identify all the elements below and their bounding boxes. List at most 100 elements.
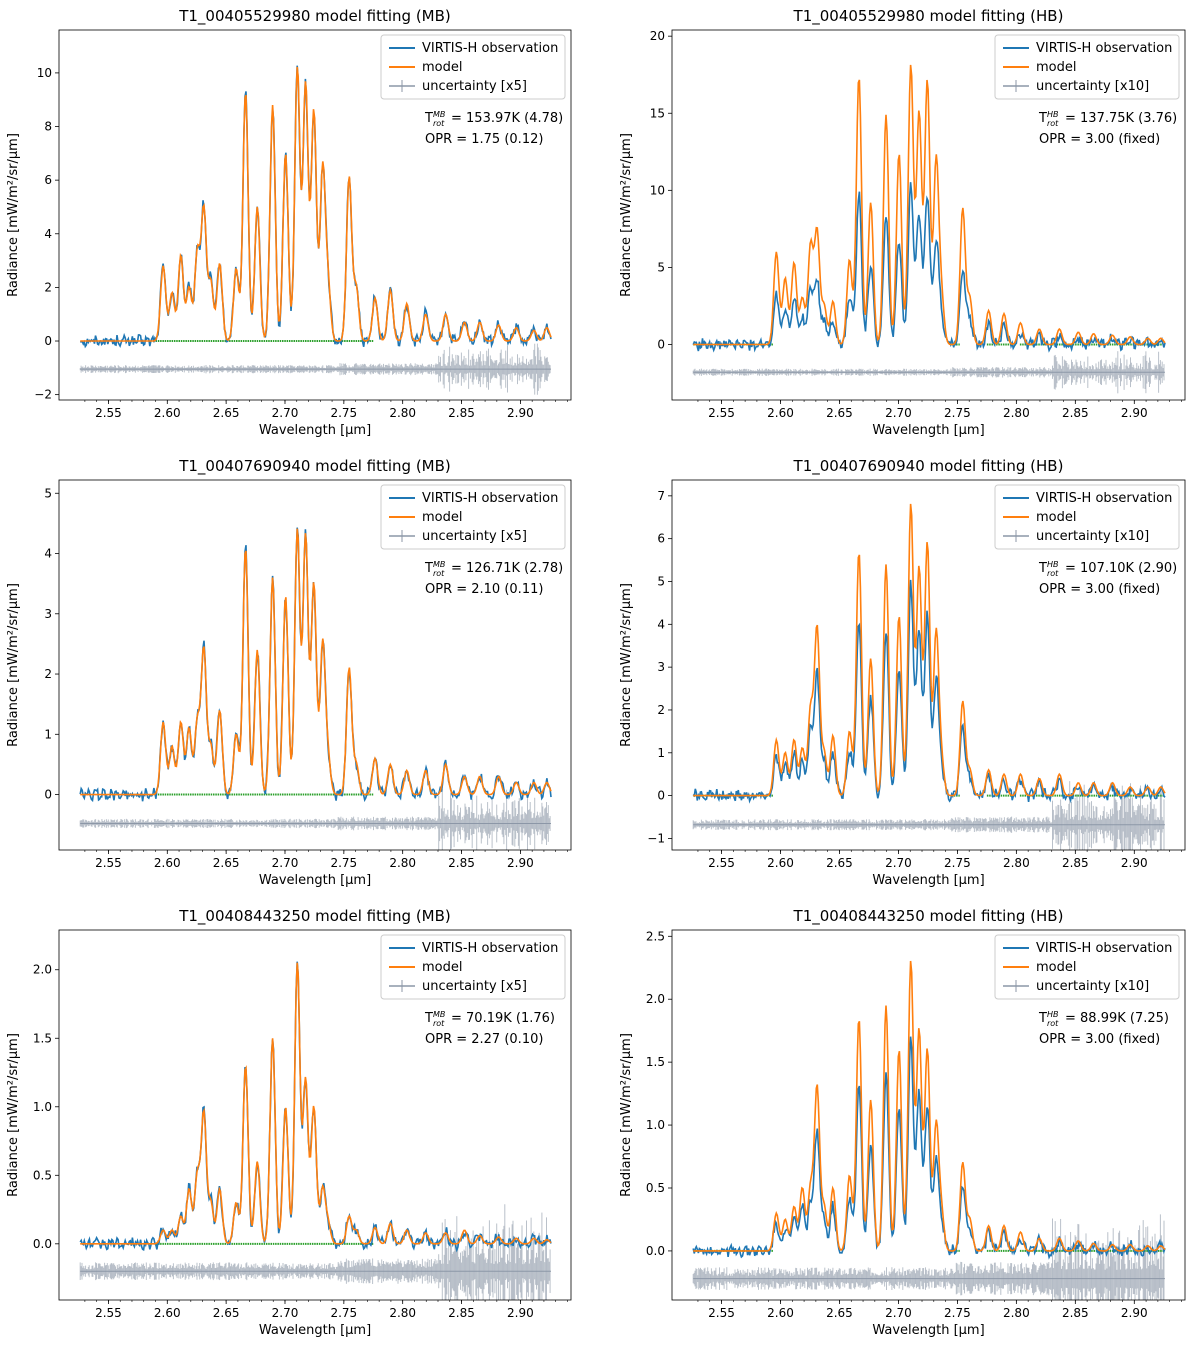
x-tick-label: 2.70 [885, 1306, 912, 1320]
y-tick-label: 3 [657, 660, 665, 674]
observation-series [692, 182, 1166, 353]
x-axis-label: Wavelength [μm] [259, 873, 371, 888]
plot-area [79, 65, 552, 395]
x-tick-label: 2.90 [1121, 406, 1148, 420]
y-tick-label: 0 [657, 789, 665, 803]
y-tick-label: 4 [657, 617, 665, 631]
legend-uncertainty-label: uncertainty [x5] [422, 529, 527, 544]
y-tick-label: 1 [44, 727, 52, 741]
opr-value: OPR = 3.00 (fixed) [1039, 132, 1160, 147]
plot-area [79, 527, 552, 850]
legend-box [994, 934, 1180, 1000]
y-tick-label: 1.0 [646, 1118, 665, 1132]
trot-value: = 137.75K (3.76) [1065, 111, 1177, 126]
trot-symbol: T [424, 111, 433, 126]
y-tick-label: 0 [44, 334, 52, 348]
y-axis-label: Radiance [mW/m²/sr/μm] [619, 583, 634, 747]
plot-area [79, 961, 552, 1300]
trot-subscript: rot [433, 119, 445, 128]
legend-uncertainty-label: uncertainty [x10] [1036, 529, 1149, 544]
opr-value: OPR = 1.75 (0.12) [425, 132, 543, 147]
legend-uncertainty-label: uncertainty [x10] [1036, 979, 1149, 994]
trot-subscript: rot [433, 1019, 445, 1028]
x-tick-label: 2.80 [389, 856, 416, 870]
model-series [80, 528, 552, 796]
legend-box [380, 934, 566, 1000]
y-axis-label: Radiance [mW/m²/sr/μm] [619, 1033, 634, 1197]
x-tick-label: 2.80 [1003, 1306, 1030, 1320]
y-tick-label: 2 [44, 280, 52, 294]
uncertainty-bars [692, 1214, 1165, 1300]
legend-observation-label: VIRTIS-H observation [1036, 941, 1172, 956]
x-tick-label: 2.70 [272, 856, 299, 870]
x-tick-label: 2.75 [330, 1306, 357, 1320]
legend-model-label: model [422, 960, 462, 975]
chart-title: T1_00407690940 model fitting (MB) [178, 457, 451, 476]
y-axis-label: Radiance [mW/m²/sr/μm] [6, 133, 21, 297]
model-series [693, 64, 1166, 346]
uncertainty-bars [692, 351, 1165, 394]
y-tick-label: 5 [657, 574, 665, 588]
trot-symbol: T [1038, 111, 1047, 126]
trot-superscript: MB [433, 110, 445, 119]
y-tick-label: 2 [44, 667, 52, 681]
y-tick-label: 10 [37, 66, 52, 80]
plot-frame [671, 29, 1186, 401]
legend-observation-label: VIRTIS-H observation [422, 41, 558, 56]
observation-series [80, 65, 552, 349]
x-tick-label: 2.85 [1062, 1306, 1089, 1320]
legend-uncertainty-label: uncertainty [x5] [422, 979, 527, 994]
y-tick-label: 1 [657, 746, 665, 760]
trot-superscript: HB [1047, 1010, 1059, 1019]
x-tick-label: 2.55 [95, 856, 122, 870]
x-tick-label: 2.60 [154, 406, 181, 420]
trot-symbol: T [424, 1011, 433, 1026]
legend: VIRTIS-H observation model uncertainty [x5… [380, 34, 566, 100]
chart-panel-1: 2.55 2.60 2.65 2.70 2.75 2.80 2.85 2.90 −2 0 2 4 6 8 1… [6, 7, 572, 438]
chart-title: T1_00408443250 model fitting (MB) [178, 907, 451, 926]
y-tick-label: 20 [650, 29, 665, 43]
chart-title: T1_00405529980 model fitting (HB) [793, 7, 1064, 26]
chart-panel-4: 2.55 2.60 2.65 2.70 2.75 2.80 2.85 2.90 −1 0 1 2 3 4 5… [619, 457, 1186, 888]
x-tick-label: 2.65 [826, 406, 853, 420]
uncertainty-bars [79, 1204, 551, 1300]
x-tick-label: 2.80 [1003, 856, 1030, 870]
plot-frame [58, 929, 572, 1301]
trot-value: = 70.19K (1.76) [451, 1011, 555, 1026]
x-tick-label: 2.65 [213, 856, 240, 870]
trot-subscript: rot [1047, 119, 1059, 128]
y-tick-label: 6 [44, 173, 52, 187]
model-series [693, 503, 1166, 797]
legend: VIRTIS-H observation model uncertainty [x5… [380, 934, 566, 1000]
x-tick-label: 2.55 [95, 1306, 122, 1320]
y-axis-label: Radiance [mW/m²/sr/μm] [6, 1033, 21, 1197]
x-tick-label: 2.85 [448, 1306, 475, 1320]
y-tick-label: 1.5 [33, 1031, 52, 1045]
x-tick-label: 2.70 [885, 406, 912, 420]
model-series [80, 66, 552, 342]
y-tick-label: 5 [657, 260, 665, 274]
y-tick-label: 10 [650, 183, 665, 197]
x-tick-label: 2.90 [507, 856, 534, 870]
observation-series [692, 1036, 1166, 1260]
x-tick-label: 2.55 [708, 856, 735, 870]
trot-superscript: MB [433, 1010, 445, 1019]
trot-symbol: T [1038, 561, 1047, 576]
plot-area [692, 503, 1166, 850]
x-tick-label: 2.70 [272, 1306, 299, 1320]
y-axis-label: Radiance [mW/m²/sr/μm] [619, 133, 634, 297]
x-axis-label: Wavelength [μm] [872, 1323, 984, 1338]
chart-panel-6: 2.55 2.60 2.65 2.70 2.75 2.80 2.85 2.90 0.0 0.5 1.… [619, 907, 1186, 1338]
legend: VIRTIS-H observation model uncertainty [x1… [994, 934, 1180, 1000]
chart-panel-5: 2.55 2.60 2.65 2.70 2.75 2.80 2.85 2.90 0.0 0.5 1.… [6, 907, 572, 1338]
x-tick-label: 2.55 [708, 406, 735, 420]
legend: VIRTIS-H observation model uncertainty [x1… [994, 34, 1180, 100]
trot-subscript: rot [1047, 1019, 1059, 1028]
legend-uncertainty-label: uncertainty [x5] [422, 79, 527, 94]
x-tick-label: 2.85 [448, 406, 475, 420]
legend-observation-label: VIRTIS-H observation [1036, 41, 1172, 56]
legend-model-label: model [1036, 960, 1076, 975]
x-tick-label: 2.90 [1121, 1306, 1148, 1320]
